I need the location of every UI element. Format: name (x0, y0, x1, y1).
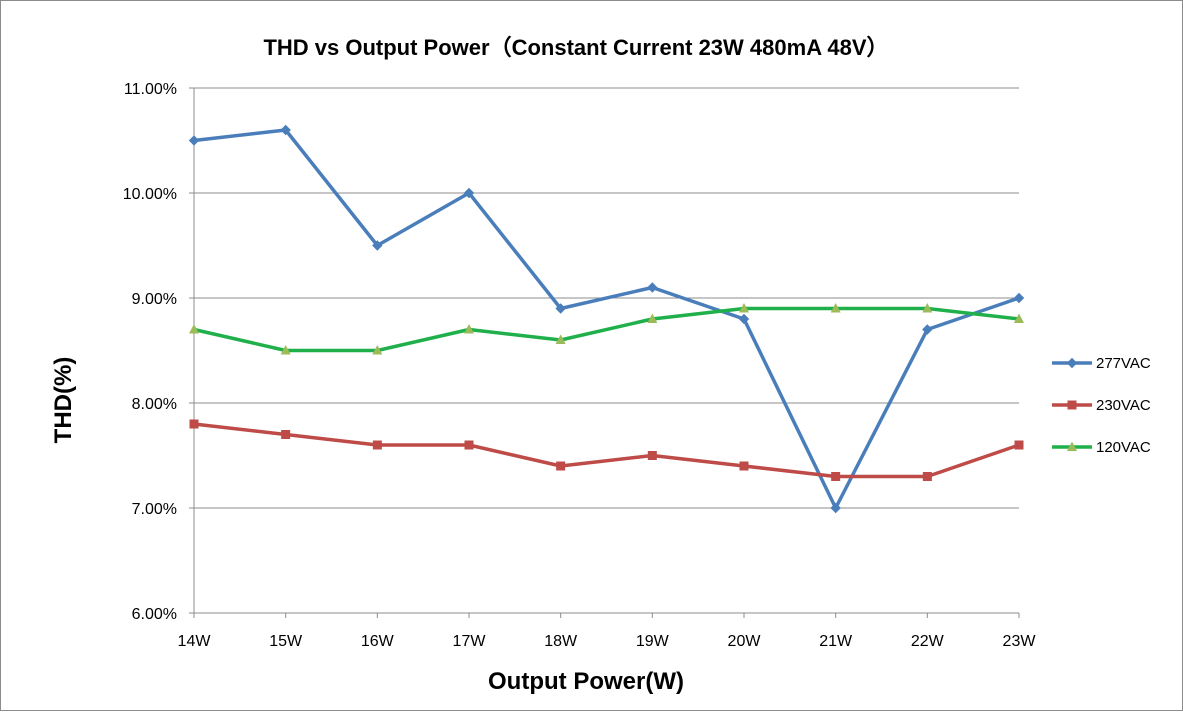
legend-label: 120VAC (1096, 439, 1151, 456)
data-point (464, 440, 474, 450)
data-point (1014, 440, 1024, 450)
y-tick-label: 7.00% (132, 501, 177, 518)
data-point (463, 187, 475, 199)
data-point (280, 124, 291, 136)
legend-marker (1066, 357, 1078, 369)
data-point (1014, 313, 1024, 323)
data-point (555, 303, 566, 314)
series-120VAC (189, 303, 1024, 355)
axes: 6.00% 7.00% 8.00% 9.00% 10.00% 11.00% 14W 15W 16… (123, 81, 1037, 650)
data-point (372, 345, 383, 355)
data-point (556, 461, 566, 471)
data-point (647, 282, 658, 293)
x-tick-label: 15W (269, 633, 303, 650)
legend: 277VAC 230VAC 120VAC (1052, 355, 1151, 456)
series-277VAC (188, 124, 1025, 514)
y-tick-label: 6.00% (132, 606, 177, 623)
legend-label: 230VAC (1096, 397, 1151, 414)
x-tick-label: 16W (361, 633, 395, 650)
series-lines (188, 124, 1025, 514)
data-point (922, 472, 932, 481)
y-tick-label: 10.00% (123, 186, 177, 203)
data-point (647, 313, 658, 323)
data-point (922, 324, 933, 335)
data-point (830, 303, 841, 313)
x-tick-label: 22W (911, 633, 945, 650)
legend-item: 120VAC (1052, 439, 1151, 456)
y-tick-label: 8.00% (132, 396, 177, 413)
chart-title: THD vs Output Power（Constant Current 23W… (263, 35, 888, 60)
data-point (1013, 292, 1025, 304)
series-line (193, 422, 1020, 479)
data-point (738, 313, 750, 325)
series-line (193, 306, 1020, 353)
data-point (831, 472, 841, 481)
legend-item: 230VAC (1052, 397, 1151, 414)
data-point (372, 240, 383, 251)
data-point (739, 303, 749, 313)
data-point (922, 303, 933, 313)
x-tick-label: 17W (453, 633, 487, 650)
data-point (189, 324, 199, 334)
x-axis-title: Output Power(W) (488, 668, 684, 695)
data-point (372, 440, 382, 450)
legend-marker (1067, 400, 1077, 410)
x-tick-label: 20W (728, 633, 762, 650)
data-point (189, 419, 199, 429)
legend-item: 277VAC (1052, 355, 1151, 372)
data-point (188, 135, 200, 146)
x-tick-label: 14W (178, 633, 212, 650)
data-point (555, 334, 566, 344)
y-tick-label: 9.00% (132, 291, 177, 308)
series-line (193, 128, 1020, 510)
legend-marker (1067, 441, 1077, 451)
x-tick-label: 19W (636, 633, 670, 650)
legend-label: 277VAC (1096, 355, 1151, 372)
x-tick-label: 18W (544, 633, 578, 650)
y-tick-label: 11.00% (124, 81, 177, 98)
data-point (464, 324, 474, 334)
data-point (280, 345, 291, 355)
x-tick-label: 23W (1003, 633, 1037, 650)
series-230VAC (189, 419, 1024, 481)
data-point (739, 461, 749, 471)
x-tick-label: 21W (819, 633, 853, 650)
y-axis-title: THD(%) (50, 357, 77, 444)
data-point (647, 451, 657, 460)
data-point (281, 430, 291, 439)
data-point (830, 502, 841, 514)
